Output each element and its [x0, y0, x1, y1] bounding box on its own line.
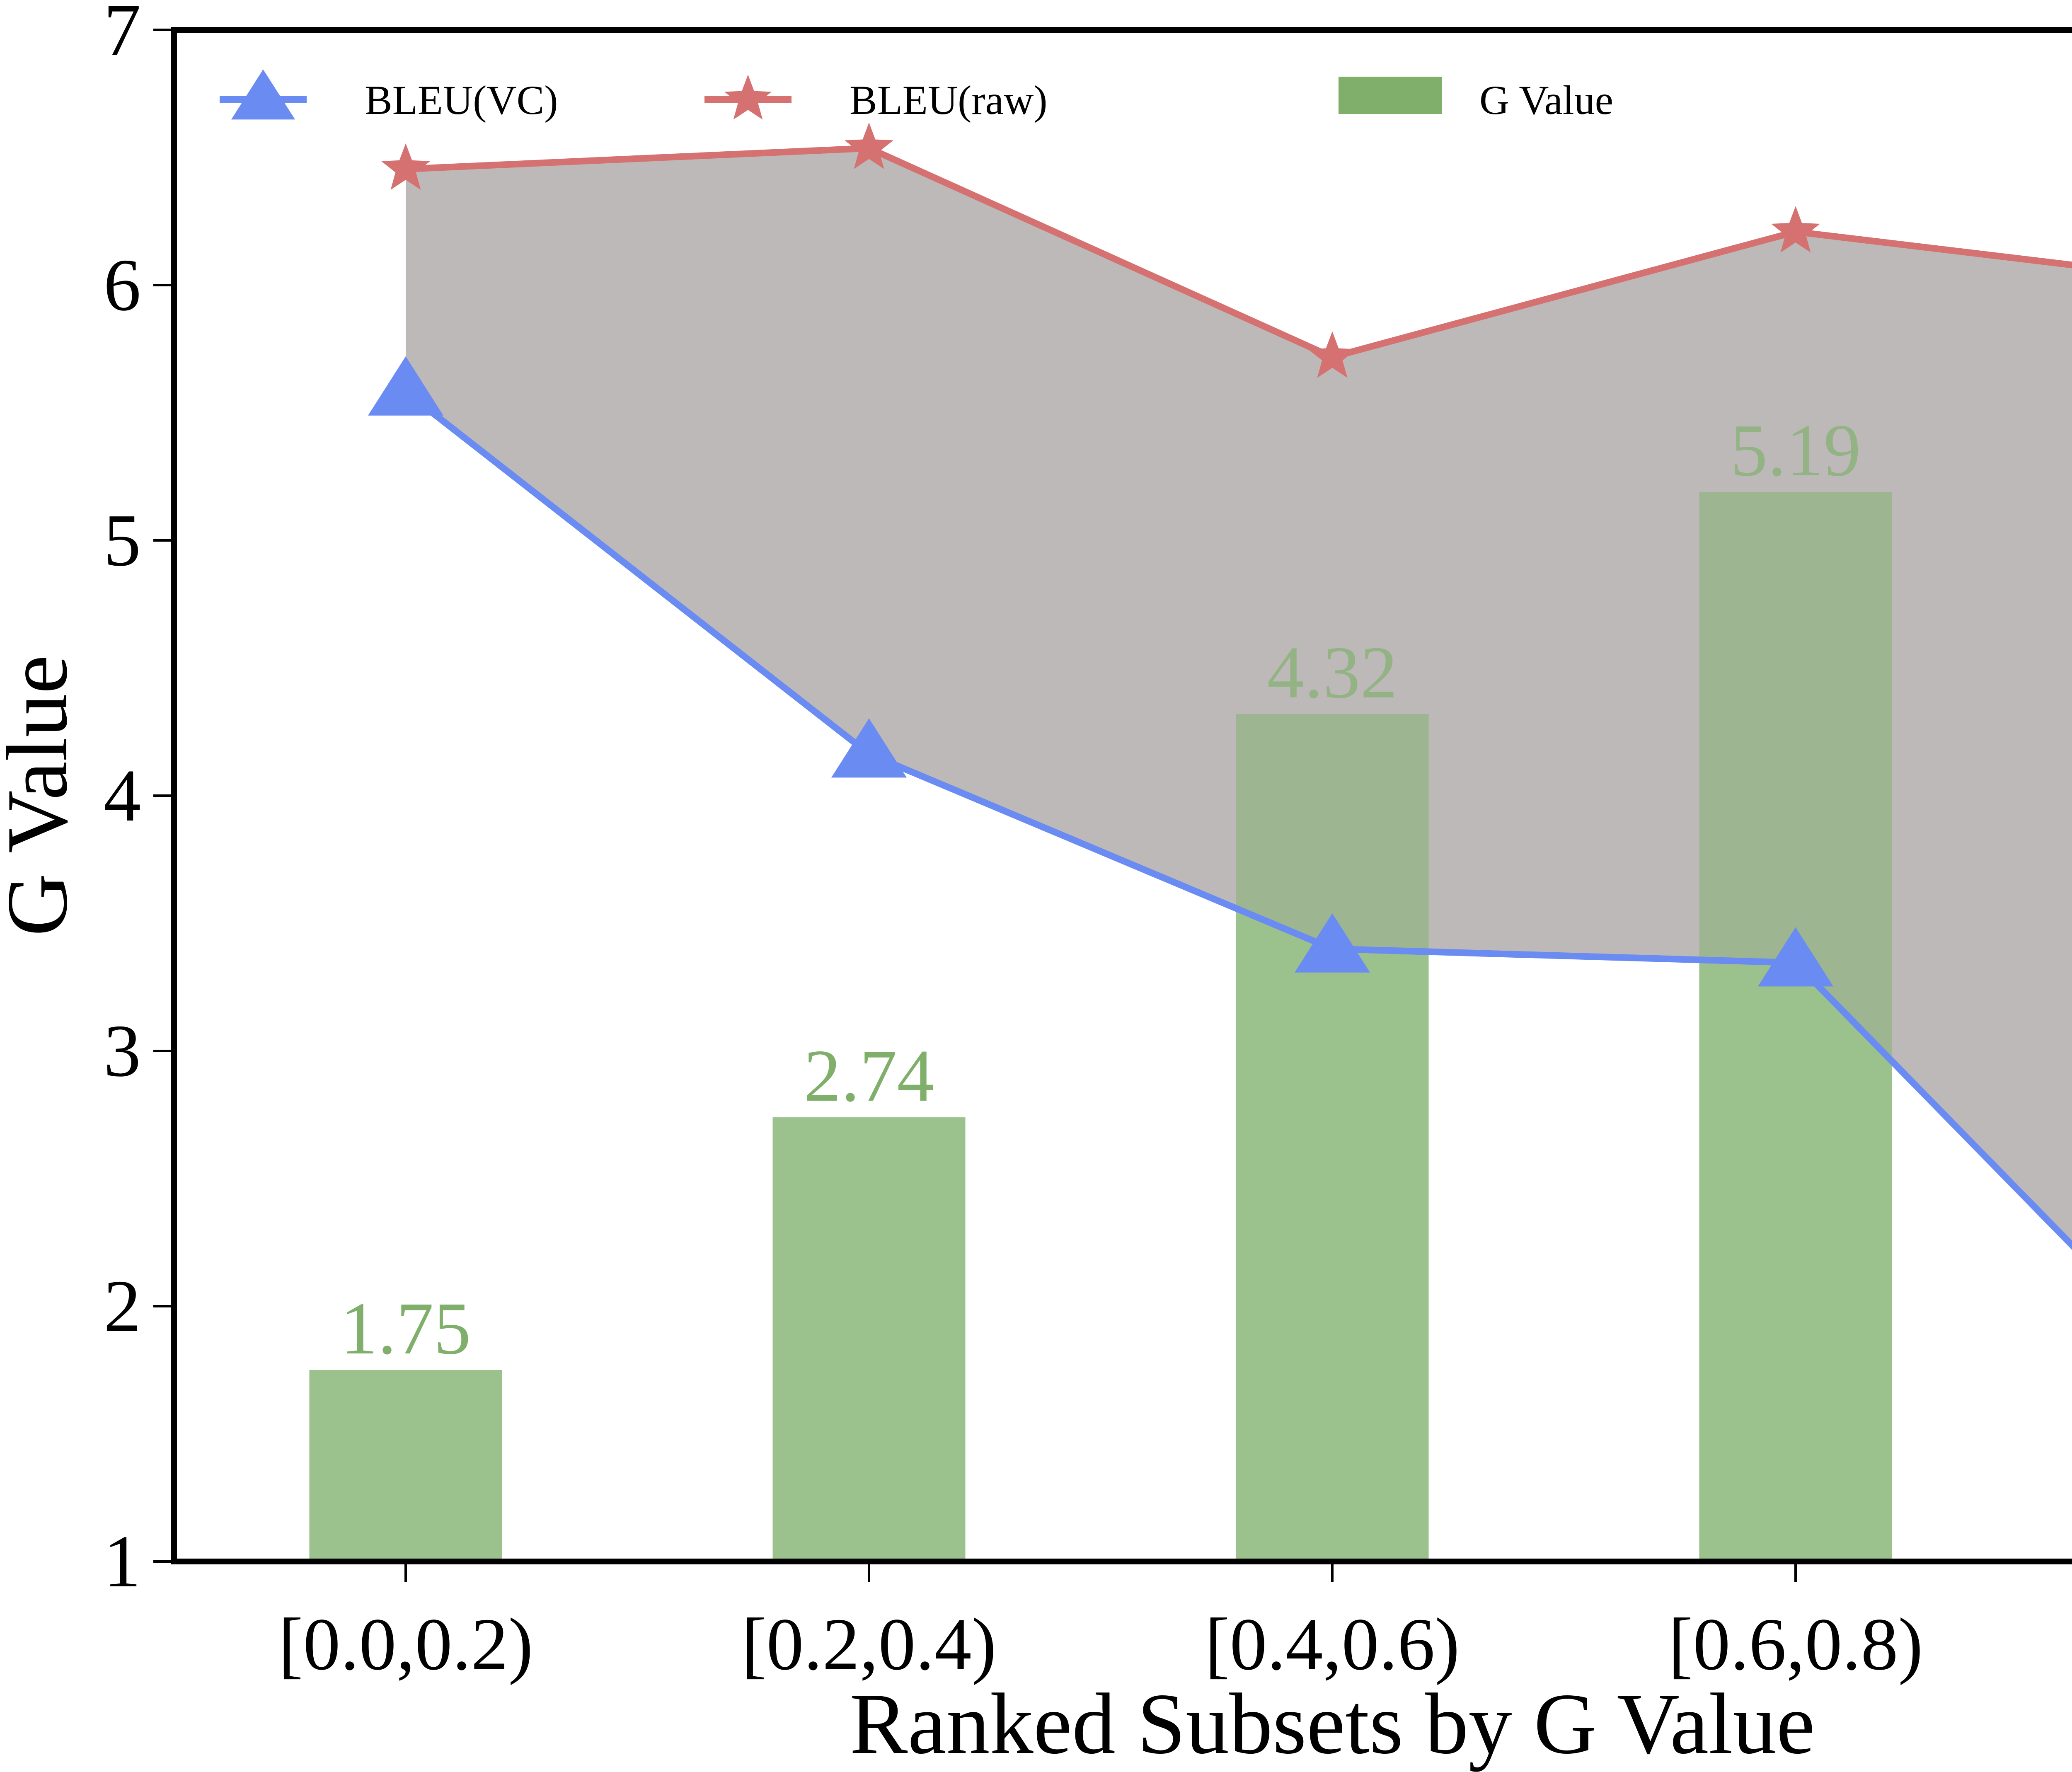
y-axis-left-title: G Value [0, 655, 85, 937]
fill-between-area [406, 148, 2072, 1245]
fill-between-overlay [406, 148, 2072, 1245]
triangle-marker-icon [831, 718, 907, 778]
y-left-tick-label: 3 [104, 1009, 141, 1092]
x-tick-label: [0.0,0.2) [278, 1603, 533, 1685]
legend-bar-swatch [1339, 77, 1442, 114]
star-marker-icon [381, 143, 430, 190]
x-tick-label: [0.6,0.8) [1668, 1603, 1923, 1685]
y-left-tick-label: 4 [104, 754, 141, 837]
star-marker-icon [845, 122, 893, 169]
star-marker-icon [1308, 331, 1357, 378]
triangle-marker-icon [1295, 913, 1370, 973]
star-marker-icon [1771, 206, 1820, 253]
y-left-tick-label: 6 [104, 244, 141, 326]
y-left-tick-label: 7 [104, 0, 141, 71]
g-value-bar [772, 1117, 966, 1561]
g-value-bar [1236, 714, 1429, 1561]
bar-value-label: 4.32 [1267, 631, 1398, 714]
g-value-bar [309, 1370, 502, 1561]
legend-label-vc: BLEU(VC) [365, 77, 558, 123]
x-axis-title: Ranked Subsets by G Value [850, 1676, 1815, 1772]
y-left-tick-label: 1 [104, 1520, 141, 1603]
bar-value-label: 1.75 [341, 1287, 471, 1370]
legend-label-g: G Value [1479, 77, 1613, 123]
y-left-tick-label: 5 [104, 499, 141, 581]
triangle-marker-icon [1758, 927, 1833, 987]
legend-star-icon [724, 75, 772, 120]
axes: 1234567161820222426[0.0,0.2)[0.2,0.4)[0.… [104, 0, 2072, 1685]
x-tick-label: [0.2,0.4) [742, 1603, 997, 1685]
legend: BLEU(VC) BLEU(raw) G Value [220, 69, 1613, 123]
y-left-tick-label: 2 [104, 1265, 141, 1347]
bleu-lines [368, 122, 2072, 1250]
x-tick-label: [0.4,0.6) [1205, 1603, 1460, 1685]
bar-value-label: 2.74 [804, 1034, 934, 1117]
legend-label-raw: BLEU(raw) [850, 77, 1048, 123]
triangle-marker-icon [368, 356, 443, 416]
legend-triangle-icon [231, 69, 295, 120]
bleu-gap-fill [406, 148, 2072, 1245]
bar-value-label: 5.19 [1731, 409, 1861, 491]
g-value-bars: 1.752.744.325.196.29 [309, 148, 2072, 1561]
